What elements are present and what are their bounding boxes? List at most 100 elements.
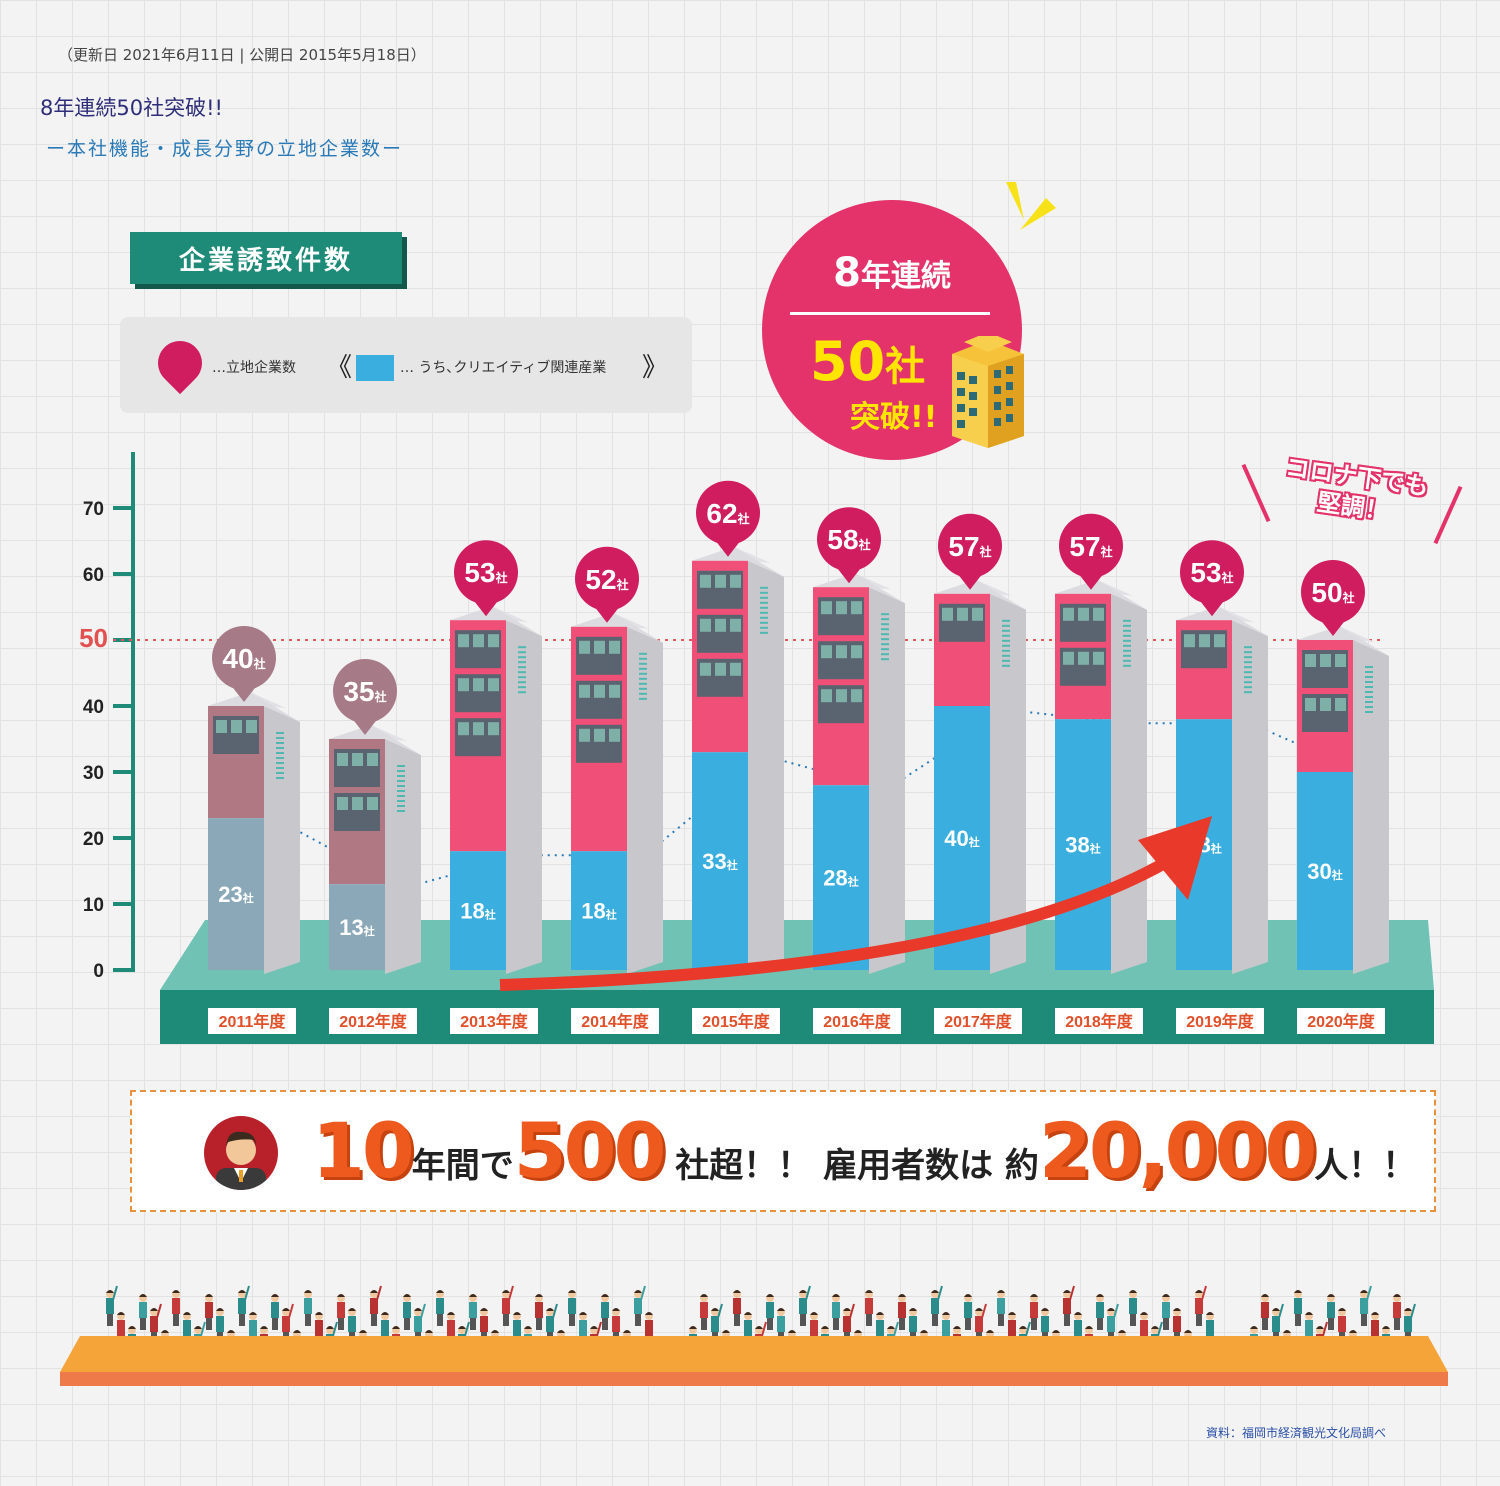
- bar-side-stripe: [276, 737, 284, 739]
- legend-creative-swatch: [356, 355, 394, 381]
- bar-side-stripe: [1123, 634, 1131, 637]
- bar-creative-unit: 社: [363, 924, 375, 938]
- bar-side-stripe: [1123, 654, 1131, 657]
- bar-window-pane: [473, 678, 484, 692]
- bar-side-stripe: [639, 677, 647, 680]
- crowd-person-icon: [865, 1290, 873, 1326]
- bar-side-stripe: [760, 591, 768, 594]
- bar-side-stripe: [1244, 681, 1252, 684]
- bar-window-pane: [594, 684, 605, 698]
- category-label-box: [1055, 1008, 1143, 1034]
- category-label-box: [450, 1008, 538, 1034]
- bar-creative: [208, 818, 264, 970]
- headline: 8年連続50社突破!!: [40, 96, 223, 120]
- total-value-unit: 社: [1342, 590, 1355, 605]
- bar-window-pane: [821, 645, 832, 659]
- bar-side-stripe: [1123, 619, 1131, 622]
- bar-window-pane: [352, 797, 363, 810]
- bar-side-stripe: [397, 775, 405, 777]
- office-building-icon: [952, 336, 1024, 448]
- bar-creative: [692, 752, 748, 970]
- bar-window-pane: [579, 684, 590, 698]
- bar-group-2019年度: 38社53社2019年度: [1176, 540, 1268, 1034]
- category-label-box: [571, 1008, 659, 1034]
- businessman-avatar-icon: [204, 1116, 278, 1190]
- bar-side-stripe: [518, 656, 526, 659]
- crowd-person-icon: [238, 1285, 250, 1326]
- bar-window-pane: [836, 689, 847, 703]
- crowd-person-icon: [535, 1294, 543, 1330]
- bar-side-stripe: [1123, 664, 1131, 667]
- crowd-person-icon: [271, 1294, 279, 1330]
- bar-side: [627, 626, 663, 974]
- legend-total-label: …立地企業数: [212, 360, 296, 376]
- value-pin-tip: [1319, 618, 1347, 636]
- bar-side-stripe: [1244, 671, 1252, 674]
- bar-side-stripe: [639, 657, 647, 660]
- bar-side-stripe: [397, 770, 405, 772]
- bar-window-pane: [1063, 607, 1074, 621]
- source-credit: 資料：福岡市経済観光文化局調べ: [1206, 1426, 1387, 1440]
- bar-side-stripe: [1365, 686, 1373, 688]
- bar-side-stripe: [518, 671, 526, 674]
- badge-divider: [790, 312, 990, 315]
- value-pin: [696, 480, 760, 545]
- category-label-box: [692, 1008, 780, 1034]
- bar-side-stripe: [276, 747, 284, 749]
- bar-side-stripe: [518, 691, 526, 694]
- banner-text-3: 人！！: [1314, 1146, 1417, 1186]
- crowd-person-icon: [469, 1294, 477, 1330]
- bar-side-stripe: [1244, 656, 1252, 659]
- category-label: 2015年度: [702, 1012, 771, 1031]
- bar-creative-unit: 社: [1089, 842, 1101, 856]
- crowd-person-icon: [568, 1290, 576, 1326]
- bar-window-pane: [352, 753, 363, 766]
- legend-close-bracket: 》: [642, 353, 669, 383]
- crowd-person-icon: [1360, 1285, 1372, 1326]
- bar-top-face: [571, 612, 663, 643]
- bar-side-stripe: [639, 692, 647, 695]
- bar-window-pane: [594, 640, 605, 654]
- bar-window-pane: [1320, 654, 1331, 667]
- total-value-unit: 社: [1221, 570, 1234, 585]
- bar-side-stripe: [1244, 646, 1252, 649]
- category-label: 2016年度: [823, 1012, 892, 1031]
- bar-side-stripe: [1365, 701, 1373, 703]
- bar-window-pane: [609, 728, 620, 742]
- crowd-person-icon: [337, 1294, 345, 1330]
- bar-side: [264, 706, 300, 974]
- bar-side-stripe: [1244, 661, 1252, 664]
- bar-side-stripe: [1002, 634, 1010, 637]
- crowd-person-icon: [403, 1294, 411, 1330]
- y-tick-label: 20: [83, 829, 104, 850]
- total-value-label: 40社: [222, 643, 265, 674]
- bar-side-stripe: [760, 631, 768, 634]
- y-tick-label: 60: [83, 565, 104, 586]
- bar-window-pane: [488, 722, 499, 736]
- bar-side: [385, 739, 421, 974]
- total-value-unit: 社: [253, 656, 266, 671]
- bar-side-stripe: [276, 777, 284, 779]
- bar-creative-label: 18社: [460, 899, 495, 924]
- crowd-person-icon: [139, 1294, 147, 1330]
- crowd-person-icon: [1327, 1294, 1335, 1330]
- bar-top-face: [692, 546, 784, 577]
- bar-side-stripe: [1365, 671, 1373, 673]
- value-pin-tip: [230, 684, 258, 702]
- bar-side-stripe: [1002, 639, 1010, 642]
- bar-window-pane: [700, 662, 711, 676]
- badge-count: 50: [810, 330, 886, 393]
- crowd-person-icon: [1129, 1290, 1137, 1326]
- bar-window-pane: [337, 753, 348, 766]
- bar-side-stripe: [276, 732, 284, 734]
- growth-arrow: [499, 854, 1174, 991]
- bar-top-face: [208, 692, 300, 722]
- bar-top-face: [1176, 606, 1268, 637]
- bar-side-stripe: [1002, 654, 1010, 657]
- banner-text-1: 年間で: [411, 1146, 514, 1186]
